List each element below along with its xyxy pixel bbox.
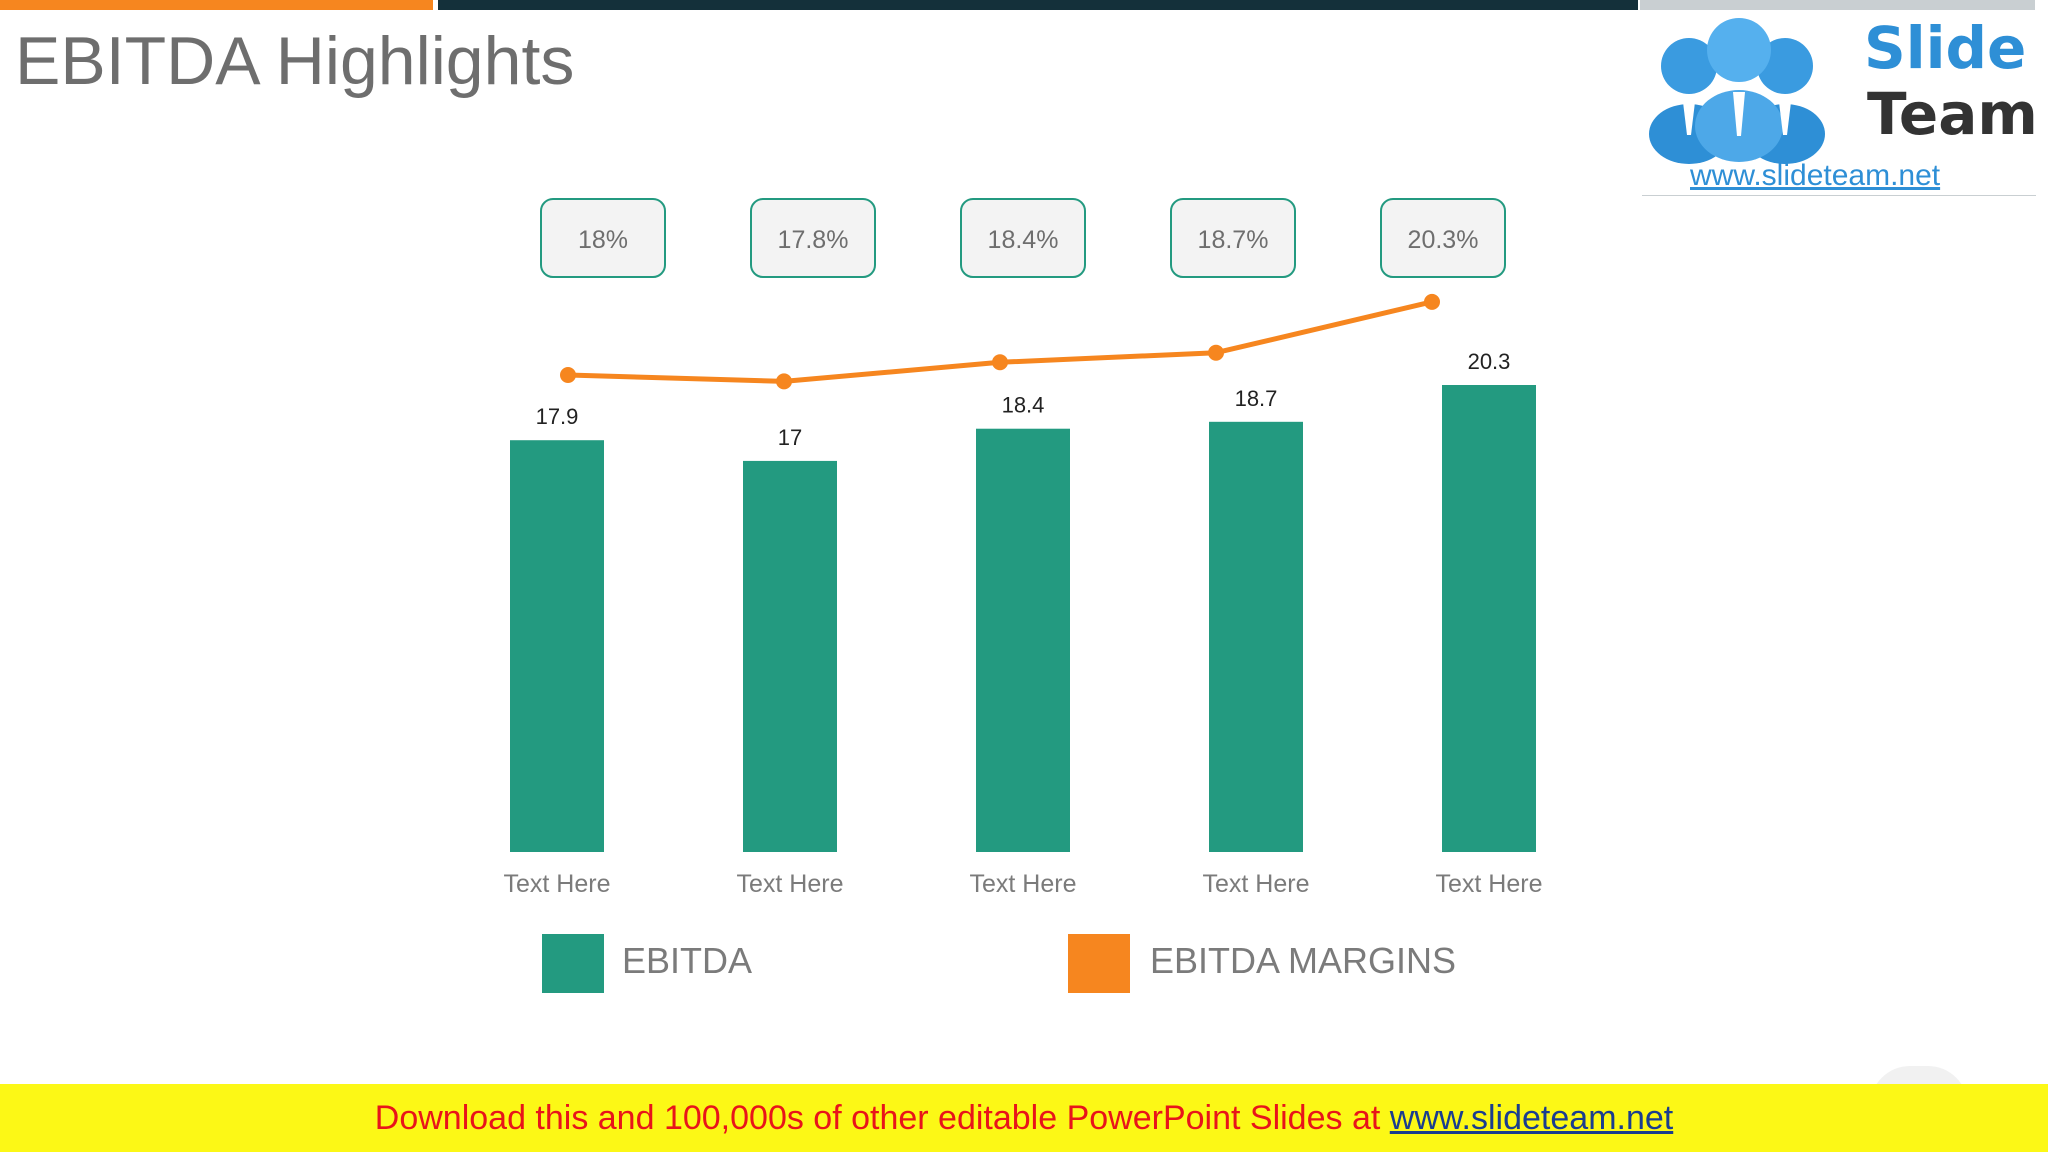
logo-word-slide: Slide <box>1864 14 2026 82</box>
x-axis-category-label: Text Here <box>504 870 611 898</box>
bar-ebitda <box>976 428 1070 852</box>
bar-data-label: 18.4 <box>1002 393 1045 418</box>
top-accent-gray <box>1640 0 2035 10</box>
margin-callout-label: 17.8% <box>778 226 849 254</box>
bar-ebitda <box>510 440 604 852</box>
bar-data-label: 17 <box>778 425 802 450</box>
logo-divider <box>1642 195 2036 196</box>
x-axis-category-label: Text Here <box>1203 870 1310 898</box>
x-axis-category-label: Text Here <box>737 870 844 898</box>
margin-callout-box <box>1170 198 1296 278</box>
banner-message: Download this and 100,000s of other edit… <box>374 1099 1390 1137</box>
legend-swatch-ebitda <box>542 934 604 993</box>
bar-ebitda <box>743 460 837 852</box>
margin-callout-label: 18% <box>578 226 628 254</box>
bar-data-label: 17.9 <box>536 404 579 429</box>
bar-ebitda <box>1442 385 1536 852</box>
line-point-ebitda-margins <box>1424 293 1440 310</box>
slideteam-logo[interactable]: Slide Team www.slideteam.net <box>1639 10 2037 196</box>
margin-callout-box <box>960 198 1086 278</box>
x-axis-category-label: Text Here <box>1436 870 1543 898</box>
people-icon <box>1649 18 1825 164</box>
bar-data-label: 18.7 <box>1235 386 1278 411</box>
margin-callout-box <box>1380 198 1506 278</box>
bar-ebitda <box>1209 421 1303 852</box>
logo-url[interactable]: www.slideteam.net <box>1689 159 1941 192</box>
legend-label-ebitda: EBITDA <box>622 940 753 981</box>
logo-word-team: Team <box>1867 80 2037 148</box>
line-point-ebitda-margins <box>992 354 1008 371</box>
page-title: EBITDA Highlights <box>15 23 575 99</box>
margin-callout-label: 20.3% <box>1408 226 1479 254</box>
ebitda-chart: 17.9 Text Here 17 Text Here 18.4 Text Here 18.… <box>504 198 1543 898</box>
margin-callout-label: 18.7% <box>1198 226 1269 254</box>
line-point-ebitda-margins <box>560 367 576 383</box>
top-accent-orange <box>0 0 433 10</box>
margin-callout-label: 18.4% <box>988 226 1059 254</box>
legend-label-ebitda-margins: EBITDA MARGINS <box>1150 940 1457 981</box>
top-accent-dark <box>438 0 1638 10</box>
legend-swatch-ebitda-margins <box>1068 934 1130 993</box>
margin-callout-box <box>540 198 666 278</box>
download-banner-text: Download this and 100,000s of other edit… <box>0 1084 2048 1152</box>
banner-link[interactable]: www.slideteam.net <box>1389 1099 1674 1137</box>
bar-data-label: 20.3 <box>1468 349 1511 374</box>
line-point-ebitda-margins <box>776 373 792 390</box>
line-point-ebitda-margins <box>1208 344 1224 361</box>
x-axis-category-label: Text Here <box>970 870 1077 898</box>
download-banner: Download this and 100,000s of other edit… <box>0 1084 2048 1152</box>
margin-callout-box <box>750 198 876 278</box>
